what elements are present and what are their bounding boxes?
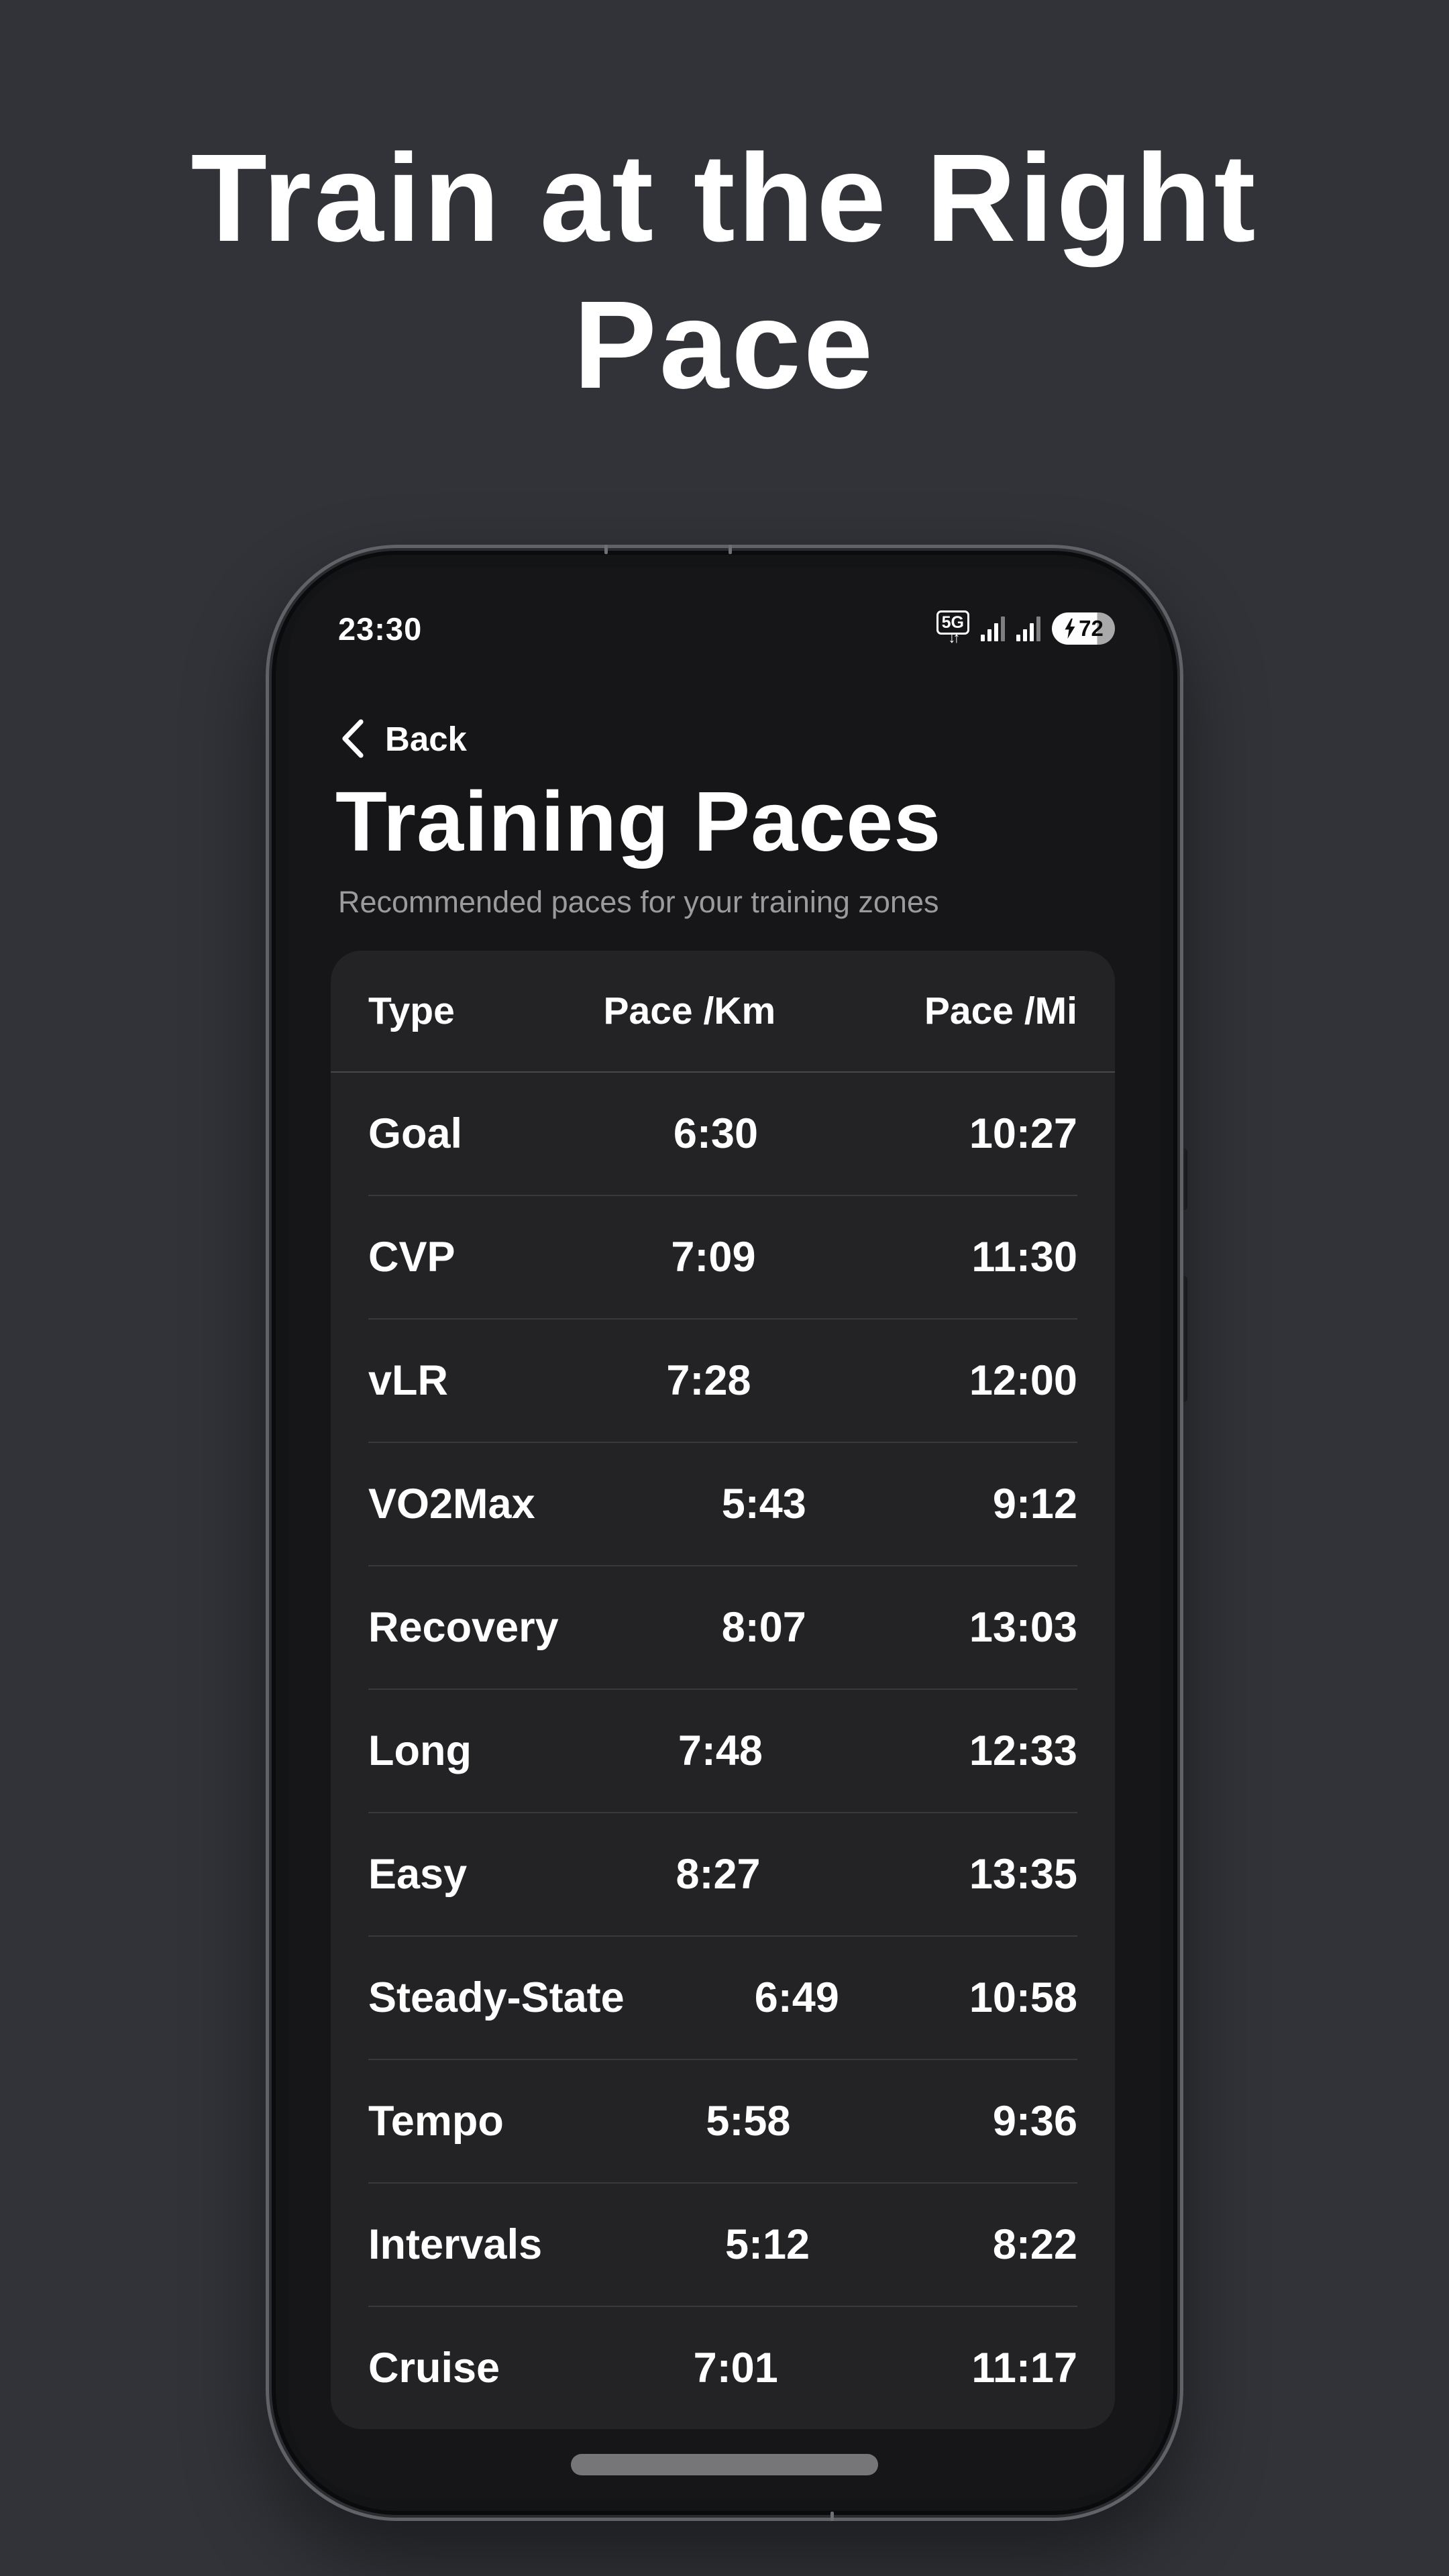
status-bar: 23:30 5G ↓↑ 72: [288, 568, 1161, 651]
row-pace-mi: 13:35: [969, 1850, 1077, 1898]
antenna-line: [830, 2512, 834, 2521]
back-label: Back: [385, 719, 467, 758]
row-pace-km: 6:49: [754, 1974, 839, 2021]
row-type: Recovery: [368, 1603, 559, 1651]
row-pace-km: 5:58: [706, 2097, 791, 2145]
antenna-line: [604, 545, 608, 554]
row-pace-mi: 9:36: [992, 2097, 1077, 2145]
column-type: Type: [368, 989, 455, 1032]
status-time: 23:30: [338, 610, 423, 647]
row-type: Long: [368, 1727, 472, 1774]
row-pace-km: 7:01: [693, 2344, 778, 2392]
row-type: VO2Max: [368, 1480, 535, 1527]
row-pace-mi: 9:12: [992, 1480, 1077, 1527]
status-icons: 5G ↓↑ 72: [936, 610, 1115, 647]
page-title: Training Paces: [335, 774, 942, 869]
row-pace-mi: 12:33: [969, 1727, 1077, 1774]
table-row: VO2Max 5:43 9:12: [368, 1443, 1077, 1566]
row-type: Goal: [368, 1110, 463, 1157]
row-type: CVP: [368, 1233, 455, 1281]
row-pace-km: 7:09: [671, 1233, 756, 1281]
row-pace-km: 8:07: [721, 1603, 806, 1651]
back-button[interactable]: Back: [338, 718, 1161, 759]
home-indicator[interactable]: [571, 2454, 878, 2475]
table-row: Intervals 5:12 8:22: [368, 2184, 1077, 2307]
row-type: Easy: [368, 1850, 468, 1898]
network-5g-icon: 5G ↓↑: [936, 610, 969, 647]
signal-bars-icon: [981, 616, 1005, 641]
row-pace-mi: 13:03: [969, 1603, 1077, 1651]
row-type: Steady-State: [368, 1974, 625, 2021]
page-subtitle: Recommended paces for your training zone…: [338, 884, 939, 919]
table-row: Tempo 5:58 9:36: [368, 2060, 1077, 2184]
paces-table-body: Goal 6:30 10:27 CVP 7:09 11:30 vLR 7:28 …: [331, 1073, 1115, 2429]
data-transfer-arrows-icon: ↓↑: [948, 629, 960, 646]
table-row: CVP 7:09 11:30: [368, 1196, 1077, 1320]
row-pace-mi: 8:22: [992, 2220, 1077, 2268]
row-pace-km: 5:43: [721, 1480, 806, 1527]
row-type: Intervals: [368, 2220, 543, 2268]
table-row: Easy 8:27 13:35: [368, 1813, 1077, 1937]
table-row: Long 7:48 12:33: [368, 1690, 1077, 1813]
row-pace-km: 8:27: [676, 1850, 761, 1898]
back-chevron-icon: [342, 719, 364, 758]
row-pace-km: 6:30: [673, 1110, 758, 1157]
row-pace-mi: 11:17: [971, 2344, 1077, 2392]
lightning-bolt-icon: [1065, 619, 1075, 639]
signal-bars-icon: [1016, 616, 1040, 641]
column-pace-km: Pace /Km: [603, 989, 776, 1032]
table-row: Cruise 7:01 11:17: [368, 2307, 1077, 2429]
row-type: Cruise: [368, 2344, 500, 2392]
row-pace-km: 7:48: [678, 1727, 763, 1774]
row-type: vLR: [368, 1356, 449, 1404]
antenna-line: [729, 545, 732, 554]
paces-table-header: Type Pace /Km Pace /Mi: [331, 951, 1115, 1073]
row-pace-mi: 10:58: [969, 1974, 1077, 2021]
row-pace-mi: 12:00: [969, 1356, 1077, 1404]
paces-card: Type Pace /Km Pace /Mi Goal 6:30 10:27 C…: [331, 950, 1115, 2429]
table-row: Steady-State 6:49 10:58: [368, 1937, 1077, 2060]
phone-screen: 23:30 5G ↓↑ 72 Back Training Paces Re: [288, 568, 1161, 2498]
row-pace-mi: 11:30: [971, 1233, 1077, 1281]
table-row: vLR 7:28 12:00: [368, 1320, 1077, 1443]
phone-frame: 23:30 5G ↓↑ 72 Back Training Paces Re: [266, 545, 1183, 2521]
row-pace-mi: 10:27: [969, 1110, 1077, 1157]
table-row: Recovery 8:07 13:03: [368, 1566, 1077, 1690]
battery-icon: 72: [1052, 612, 1115, 645]
row-pace-km: 7:28: [666, 1356, 751, 1404]
row-type: Tempo: [368, 2097, 504, 2145]
table-row: Goal 6:30 10:27: [368, 1073, 1077, 1196]
column-pace-mi: Pace /Mi: [924, 989, 1077, 1032]
row-pace-km: 5:12: [724, 2220, 810, 2268]
battery-percent: 72: [1079, 616, 1104, 641]
hero-title: Train at the Right Pace: [191, 129, 1258, 415]
